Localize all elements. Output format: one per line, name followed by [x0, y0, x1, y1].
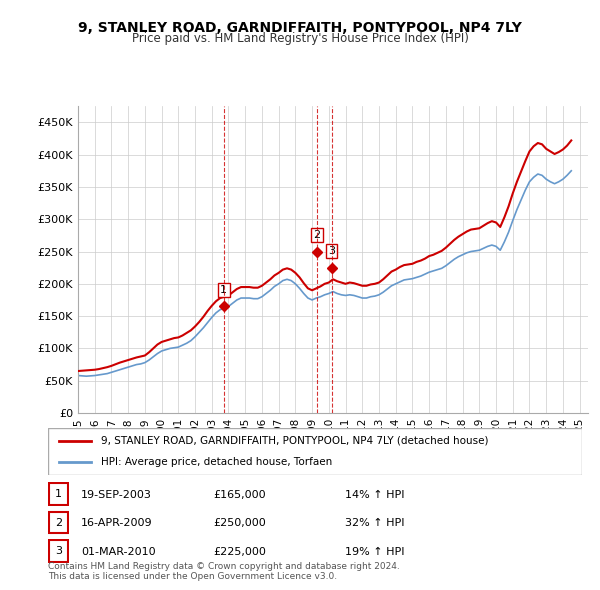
- Text: 1: 1: [55, 489, 62, 499]
- Text: Contains HM Land Registry data © Crown copyright and database right 2024.
This d: Contains HM Land Registry data © Crown c…: [48, 562, 400, 581]
- Text: £165,000: £165,000: [213, 490, 266, 500]
- Text: 32% ↑ HPI: 32% ↑ HPI: [345, 518, 404, 528]
- FancyBboxPatch shape: [49, 512, 68, 533]
- Text: £225,000: £225,000: [213, 546, 266, 556]
- Text: 19-SEP-2003: 19-SEP-2003: [81, 490, 152, 500]
- Text: 2: 2: [55, 517, 62, 527]
- FancyBboxPatch shape: [48, 428, 582, 475]
- Text: HPI: Average price, detached house, Torfaen: HPI: Average price, detached house, Torf…: [101, 457, 332, 467]
- Text: 16-APR-2009: 16-APR-2009: [81, 518, 152, 528]
- Text: 19% ↑ HPI: 19% ↑ HPI: [345, 546, 404, 556]
- Text: 9, STANLEY ROAD, GARNDIFFAITH, PONTYPOOL, NP4 7LY: 9, STANLEY ROAD, GARNDIFFAITH, PONTYPOOL…: [78, 21, 522, 35]
- Text: £250,000: £250,000: [213, 518, 266, 528]
- Text: 3: 3: [55, 546, 62, 556]
- FancyBboxPatch shape: [49, 483, 68, 505]
- Text: 2: 2: [313, 230, 320, 240]
- Text: 3: 3: [328, 246, 335, 256]
- Text: 01-MAR-2010: 01-MAR-2010: [81, 546, 155, 556]
- Text: Price paid vs. HM Land Registry's House Price Index (HPI): Price paid vs. HM Land Registry's House …: [131, 32, 469, 45]
- Text: 9, STANLEY ROAD, GARNDIFFAITH, PONTYPOOL, NP4 7LY (detached house): 9, STANLEY ROAD, GARNDIFFAITH, PONTYPOOL…: [101, 436, 489, 446]
- Text: 1: 1: [220, 285, 227, 295]
- FancyBboxPatch shape: [49, 540, 68, 562]
- Text: 14% ↑ HPI: 14% ↑ HPI: [345, 490, 404, 500]
